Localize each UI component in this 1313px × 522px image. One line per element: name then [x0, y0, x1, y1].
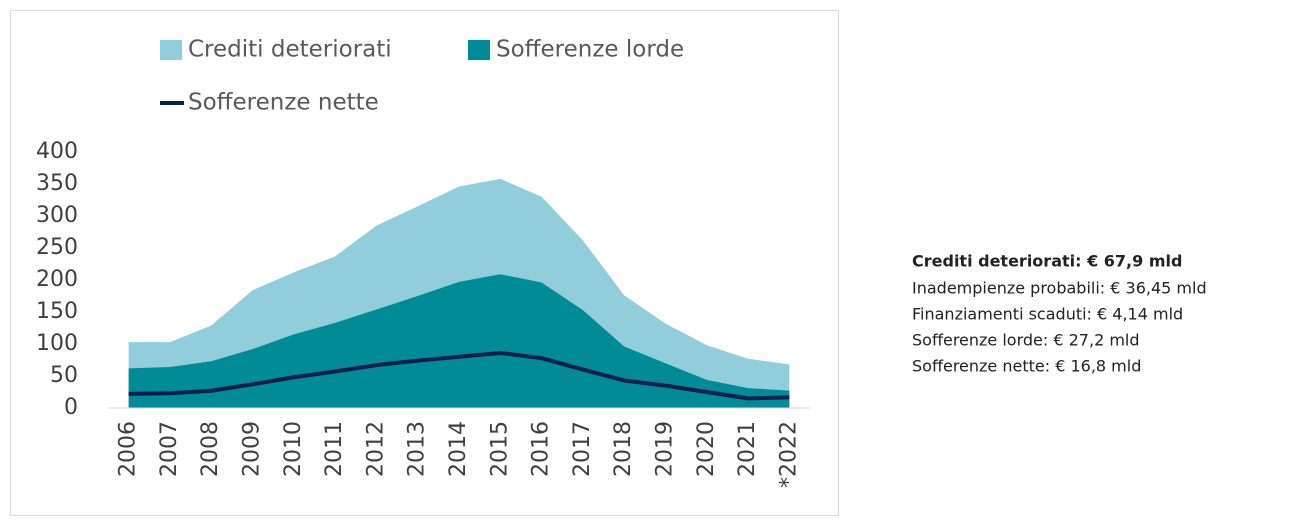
x-tick-label: 2021 [735, 421, 760, 477]
y-tick-label: 50 [50, 363, 78, 388]
x-tick-label: 2015 [487, 421, 512, 477]
x-tick-label: 2020 [694, 421, 719, 477]
y-tick-label: 400 [36, 139, 78, 164]
x-tick-label: 2016 [529, 421, 554, 477]
note-line: Finanziamenti scaduti: € 4,14 mld [912, 305, 1183, 324]
chart-border [10, 10, 839, 516]
y-tick-label: 0 [64, 395, 78, 420]
note-line: Inadempienze probabili: € 36,45 mld [912, 279, 1207, 298]
note-heading: Crediti deteriorati: € 67,9 mld [912, 252, 1182, 271]
legend-label: Crediti deteriorati [188, 37, 392, 63]
y-tick-label: 300 [36, 203, 78, 228]
legend-swatch [468, 40, 490, 60]
y-tick-label: 150 [36, 299, 78, 324]
x-tick-label: *2022 [776, 421, 801, 488]
x-tick-label: 2018 [611, 421, 636, 477]
x-tick-label: 2017 [570, 421, 595, 477]
x-tick-label: 2019 [652, 421, 677, 477]
x-tick-label: 2009 [240, 421, 265, 477]
x-tick-label: 2012 [363, 421, 388, 477]
area [128, 274, 790, 408]
x-tick-label: 2008 [198, 421, 223, 477]
x-tick-label: 2014 [446, 421, 471, 477]
note-line: Sofferenze nette: € 16,8 mld [912, 357, 1141, 376]
x-tick-label: 2010 [281, 421, 306, 477]
x-tick-label: 2013 [405, 421, 430, 477]
legend-label: Sofferenze lorde [496, 37, 684, 63]
y-tick-label: 200 [36, 267, 78, 292]
y-tick-label: 100 [36, 331, 78, 356]
line [128, 350, 790, 401]
y-tick-label: 250 [36, 235, 78, 260]
y-tick-label: 350 [36, 171, 78, 196]
legend-swatch [160, 40, 182, 60]
x-tick-label: 2006 [116, 421, 141, 477]
x-tick-label: 2011 [322, 421, 347, 477]
legend-label: Sofferenze nette [188, 90, 379, 116]
note-line: Sofferenze lorde: € 27,2 mld [912, 331, 1140, 350]
x-tick-label: 2007 [157, 421, 182, 477]
